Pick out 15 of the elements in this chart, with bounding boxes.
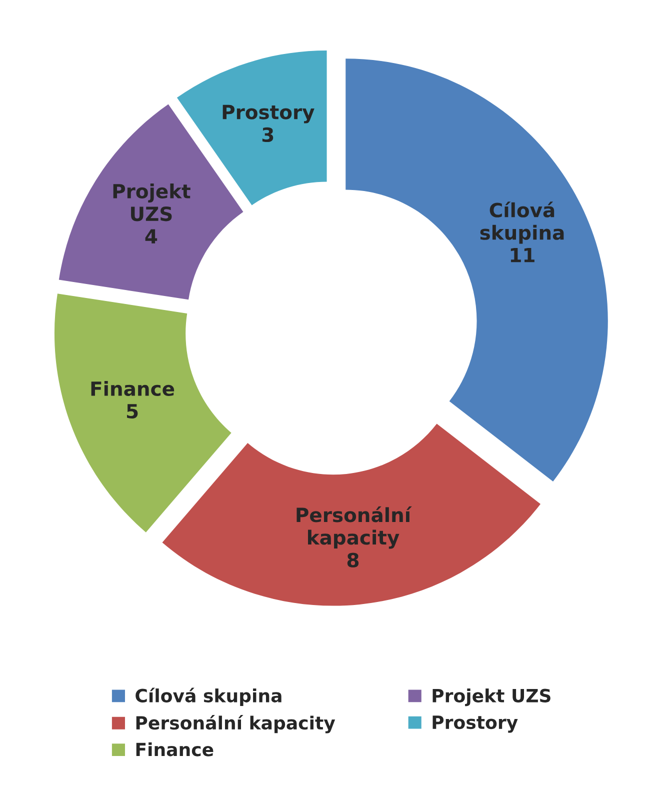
slice-label: Prostory (222, 104, 314, 124)
slice-label: Cílová skupina (480, 202, 564, 244)
legend-label: Personální kapacity (136, 714, 336, 734)
legend-label: Cílová skupina (136, 688, 282, 706)
slice-label: Personální kapacity (296, 506, 412, 549)
data-label: 3 (262, 127, 274, 142)
data-label: 5 (127, 404, 138, 419)
legend-label: Finance (136, 742, 214, 756)
data-label: 4 (145, 229, 158, 244)
legend-label: Prostory (432, 716, 518, 733)
data-label: 8 (347, 552, 359, 568)
slice-label: Projekt UZS (113, 183, 190, 222)
slice-label: Finance (91, 380, 174, 396)
legend-label: Projekt UZS (432, 688, 550, 706)
data-label: 11 (510, 248, 534, 262)
